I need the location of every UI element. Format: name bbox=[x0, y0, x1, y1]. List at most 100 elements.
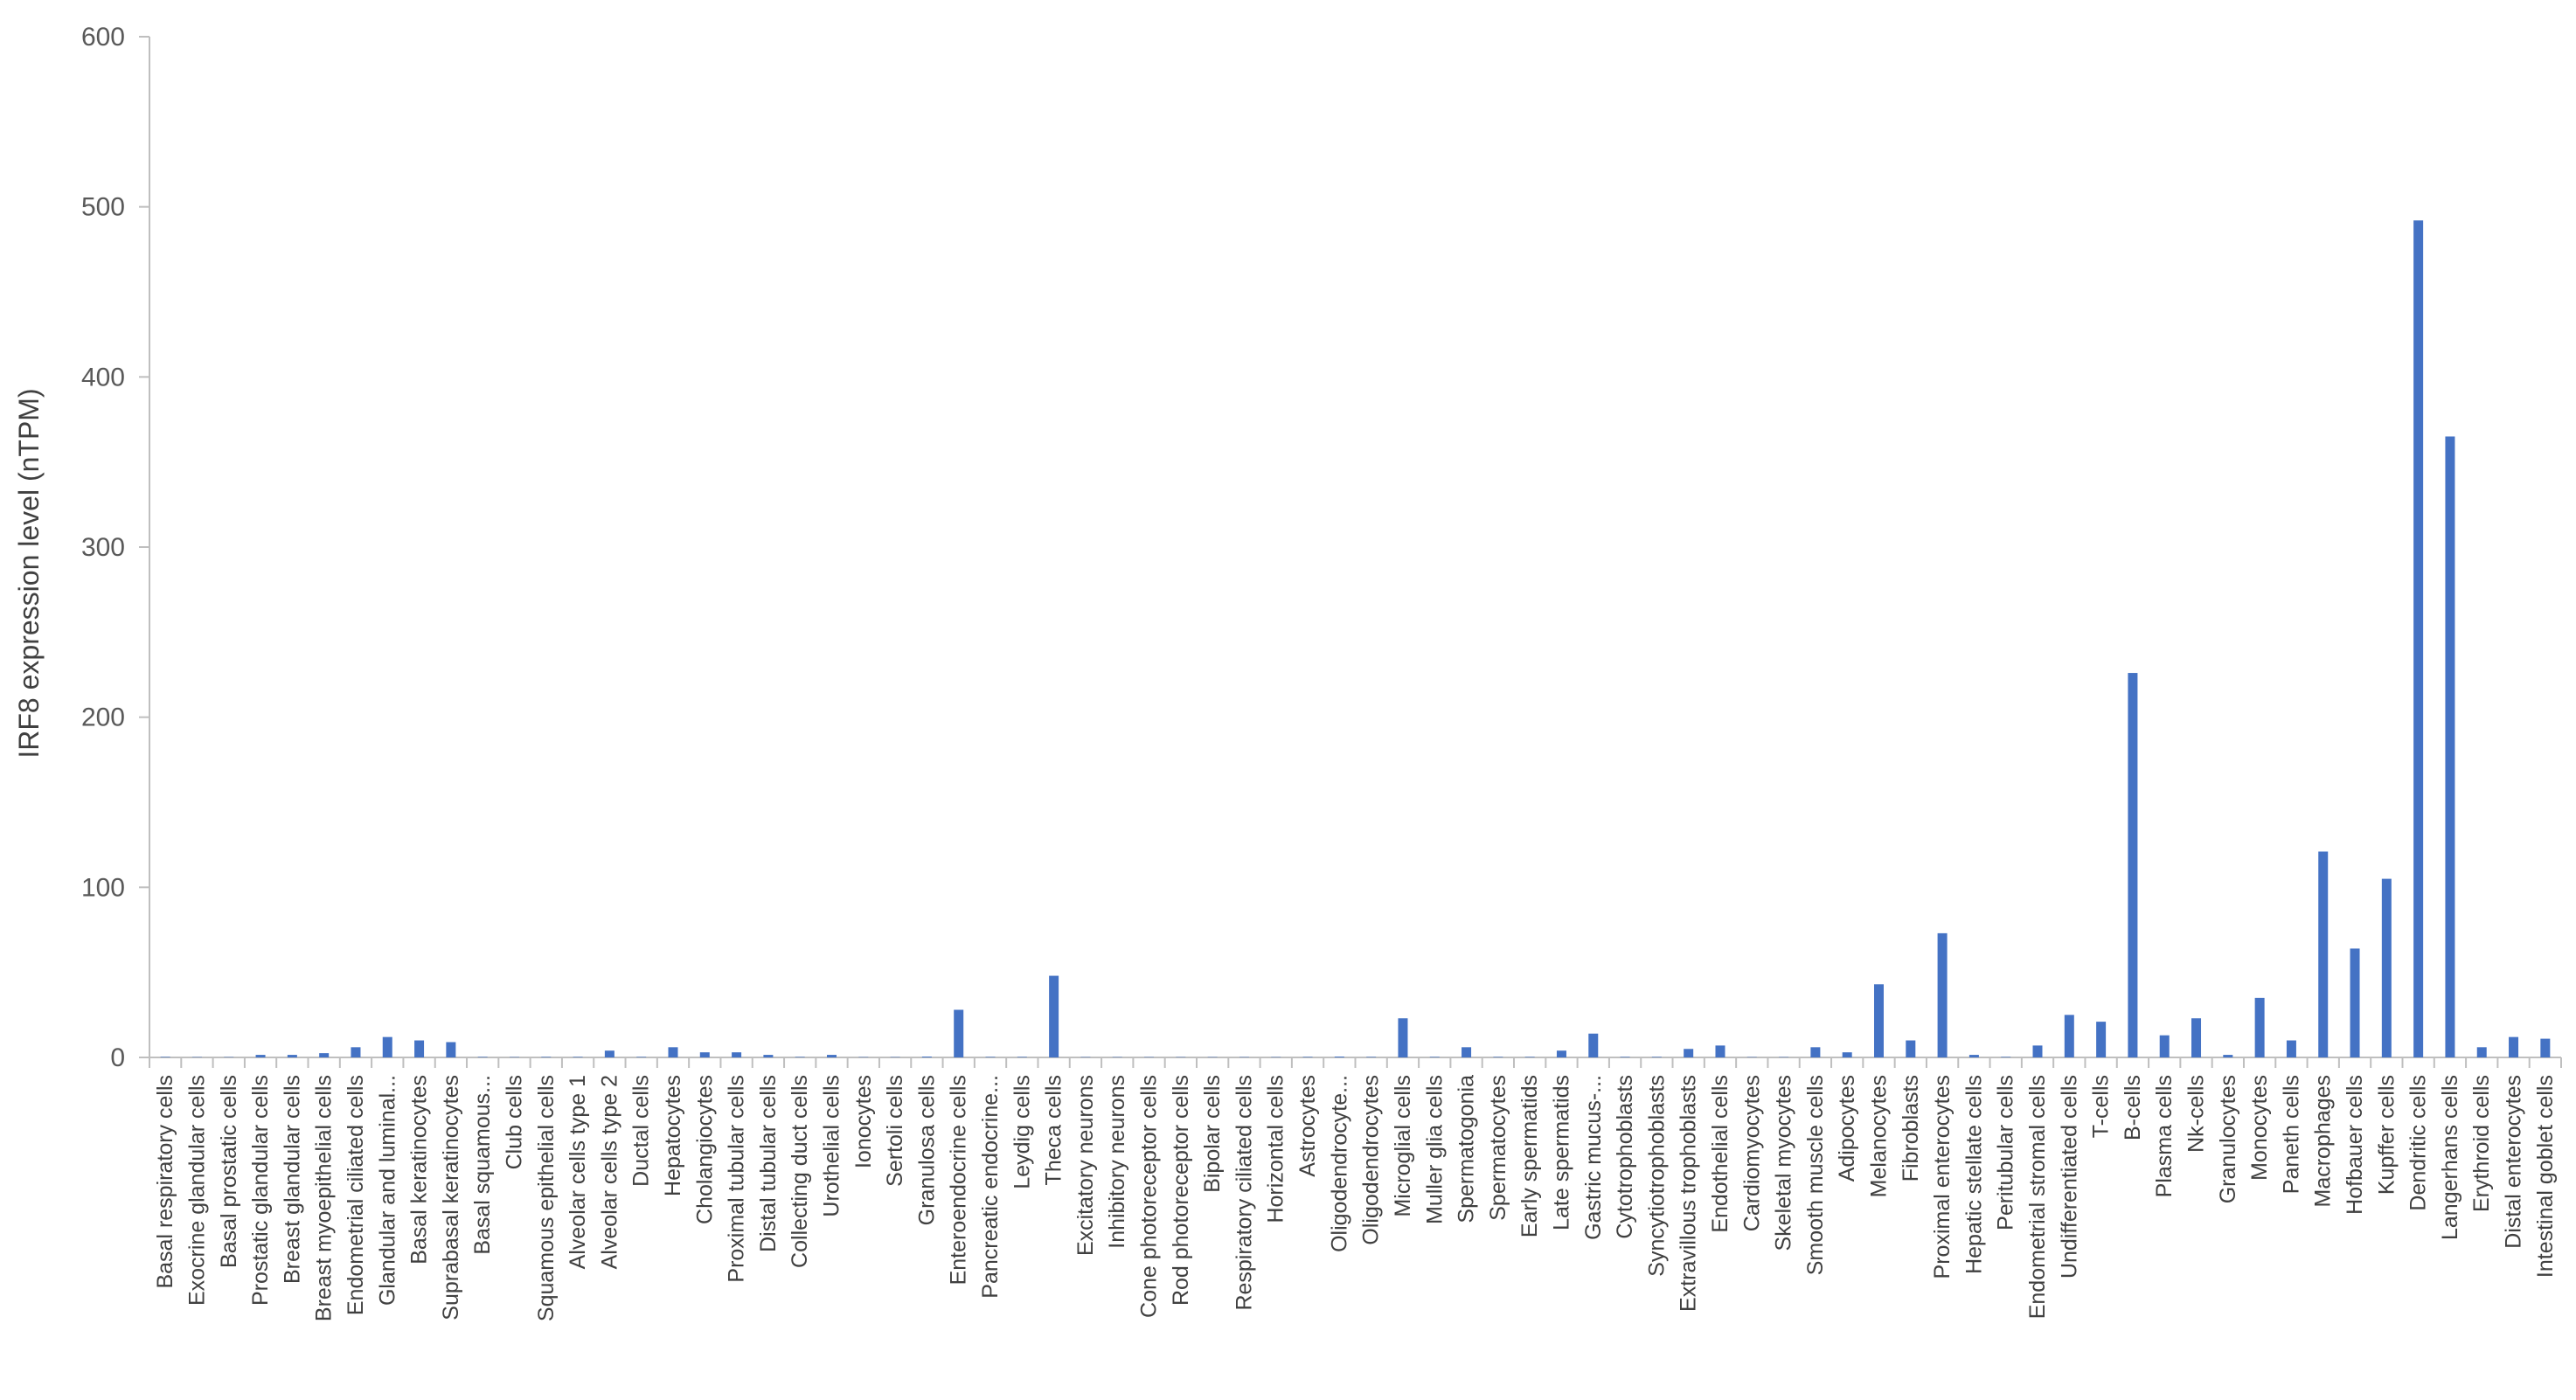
category-label: Alveolar cells type 1 bbox=[566, 1075, 590, 1269]
category-label: Cone photoreceptor cells bbox=[1137, 1075, 1162, 1318]
category-label: Enteroendocrine cells bbox=[947, 1075, 971, 1285]
bar bbox=[2318, 851, 2328, 1057]
bar bbox=[2191, 1018, 2201, 1057]
bar bbox=[2413, 220, 2423, 1057]
category-label: Hofbauer cells bbox=[2343, 1075, 2367, 1215]
category-label: Langerhans cells bbox=[2438, 1075, 2462, 1240]
y-axis-title: IRF8 expression level (nTPM) bbox=[13, 388, 45, 758]
category-label: Endothelial cells bbox=[1708, 1075, 1732, 1233]
y-tick-label: 300 bbox=[81, 533, 125, 562]
category-label: Granulosa cells bbox=[914, 1075, 939, 1225]
bar bbox=[1874, 984, 1884, 1057]
category-label: Alveolar cells type 2 bbox=[597, 1075, 621, 1269]
category-label: Basal respiratory cells bbox=[153, 1075, 177, 1289]
bar bbox=[2160, 1036, 2170, 1057]
bar bbox=[2445, 436, 2454, 1057]
bar bbox=[1049, 976, 1059, 1057]
category-label: Macrophages bbox=[2311, 1075, 2336, 1207]
category-label: Theca cells bbox=[1042, 1075, 1066, 1185]
bar-series bbox=[161, 220, 2551, 1057]
category-label: Skeletal myocytes bbox=[1772, 1075, 1796, 1251]
category-labels: Basal respiratory cells Exocrine glandula… bbox=[153, 1075, 2558, 1321]
category-label: Monocytes bbox=[2247, 1075, 2272, 1181]
category-label: Ionocytes bbox=[851, 1075, 876, 1168]
y-tick-label: 100 bbox=[81, 873, 125, 902]
category-label: Basal prostatic cells bbox=[217, 1075, 241, 1268]
category-label: Collecting duct cells bbox=[788, 1075, 812, 1268]
category-label: Dendritic cells bbox=[2406, 1075, 2431, 1211]
category-label: Rod photoreceptor cells bbox=[1169, 1075, 1193, 1306]
bar bbox=[1810, 1047, 1820, 1057]
bar bbox=[319, 1053, 329, 1057]
category-label: B-cells bbox=[2121, 1075, 2145, 1140]
category-label: Smooth muscle cells bbox=[1803, 1075, 1828, 1275]
bar bbox=[1398, 1018, 1407, 1057]
category-label: Distal enterocytes bbox=[2502, 1075, 2526, 1249]
bar bbox=[668, 1047, 677, 1057]
category-label: Kupffer cells bbox=[2374, 1075, 2399, 1195]
category-label: Peritubular cells bbox=[1994, 1075, 2018, 1230]
bar bbox=[1906, 1041, 1915, 1057]
bar bbox=[2287, 1041, 2296, 1057]
bar bbox=[2477, 1047, 2487, 1057]
category-label: Basal squamous... bbox=[470, 1075, 495, 1255]
category-label: Early spermatids bbox=[1517, 1075, 1542, 1237]
bar bbox=[763, 1055, 773, 1057]
category-label: Horizontal cells bbox=[1264, 1075, 1288, 1223]
bar bbox=[446, 1042, 455, 1057]
bar bbox=[1938, 933, 1948, 1057]
y-tick-label: 500 bbox=[81, 193, 125, 222]
bar bbox=[954, 1009, 963, 1057]
x-axis-ticks bbox=[149, 1057, 2561, 1068]
category-label: Proximal tubular cells bbox=[725, 1075, 749, 1283]
bar bbox=[2382, 879, 2392, 1057]
category-label: Spermatogonia bbox=[1455, 1075, 1479, 1223]
bar bbox=[1969, 1055, 1979, 1057]
y-tick-label: 400 bbox=[81, 363, 125, 392]
category-label: Oligodendrocyte... bbox=[1327, 1075, 1351, 1252]
category-label: Nk-cells bbox=[2184, 1075, 2209, 1153]
category-label: Extravillous trophoblasts bbox=[1677, 1075, 1701, 1312]
category-label: Basal keratinocytes bbox=[407, 1075, 432, 1265]
y-tick-label: 200 bbox=[81, 703, 125, 732]
bar bbox=[732, 1052, 741, 1057]
bar bbox=[2096, 1022, 2106, 1057]
category-label: Urothelial cells bbox=[820, 1075, 844, 1217]
bar bbox=[1843, 1052, 1852, 1057]
category-label: Glandular and luminal... bbox=[375, 1075, 399, 1306]
bar bbox=[2255, 998, 2265, 1057]
bar bbox=[700, 1052, 710, 1057]
y-tick-label: 0 bbox=[110, 1043, 125, 1072]
bar bbox=[605, 1050, 614, 1057]
y-axis-ticks: 0 100 200 300 400 500 600 bbox=[81, 23, 149, 1072]
category-label: Granulocytes bbox=[2216, 1075, 2240, 1203]
category-label: Cardiomyocytes bbox=[1739, 1075, 1764, 1231]
category-label: Adipocytes bbox=[1835, 1075, 1859, 1182]
category-label: Melanocytes bbox=[1866, 1075, 1891, 1197]
category-label: Muller glia cells bbox=[1422, 1075, 1447, 1224]
category-label: Ductal cells bbox=[629, 1075, 654, 1187]
category-label: Cytotrophoblasts bbox=[1613, 1075, 1637, 1239]
category-label: Hepatocytes bbox=[661, 1075, 685, 1196]
category-label: T-cells bbox=[2089, 1075, 2114, 1138]
category-label: Erythroid cells bbox=[2469, 1075, 2494, 1212]
category-label: Respiratory ciliated cells bbox=[1232, 1075, 1256, 1311]
category-label: Sertoli cells bbox=[883, 1075, 907, 1187]
bar bbox=[2509, 1037, 2518, 1057]
category-label: Astrocytes bbox=[1295, 1075, 1320, 1177]
bar bbox=[2350, 948, 2360, 1057]
category-label: Excitatory neurons bbox=[1073, 1075, 1098, 1256]
bar bbox=[2033, 1045, 2043, 1057]
category-label: Syncytiotrophoblasts bbox=[1644, 1075, 1669, 1277]
category-label: Cholangiocytes bbox=[692, 1075, 717, 1224]
bar bbox=[2223, 1055, 2232, 1057]
category-label: Fibroblasts bbox=[1899, 1075, 1923, 1182]
category-label: Pancreatic endocrine... bbox=[978, 1075, 1003, 1299]
y-tick-label: 600 bbox=[81, 23, 125, 52]
category-label: Bipolar cells bbox=[1200, 1075, 1225, 1193]
category-label: Exocrine glandular cells bbox=[184, 1075, 209, 1306]
category-label: Spermatocytes bbox=[1486, 1075, 1510, 1221]
category-label: Oligodendrocytes bbox=[1359, 1075, 1384, 1245]
bar bbox=[2065, 1015, 2074, 1057]
